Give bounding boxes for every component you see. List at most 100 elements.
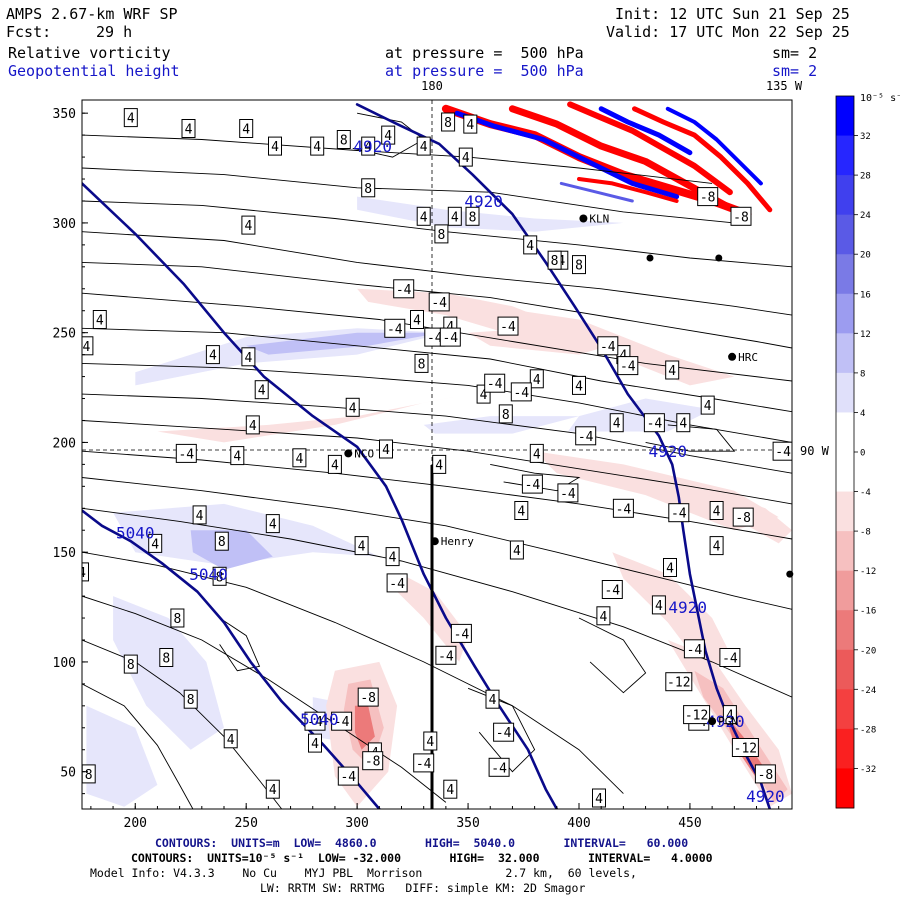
vorticity-label: 4 (709, 536, 724, 556)
label-box (643, 413, 665, 433)
label-box (379, 439, 393, 459)
colorbar-swatch (836, 96, 854, 137)
vorticity-label: -4 (719, 648, 741, 667)
vorticity-contour-line (219, 617, 261, 672)
colorbar-swatch (836, 293, 854, 334)
vorticity-label: 4 (379, 439, 393, 459)
label-box (601, 580, 623, 599)
label-text: -4 (560, 487, 576, 502)
vorticity-label: -4 (521, 474, 543, 494)
vorticity-region (113, 596, 224, 750)
vorticity-label: -4 (484, 373, 506, 393)
label-text: 4 (435, 458, 443, 473)
label-box (310, 136, 325, 156)
height-label: 4920 (353, 137, 392, 156)
vorticity-label: -8 (730, 206, 752, 226)
label-box (183, 689, 198, 709)
label-box (362, 751, 384, 771)
vorticity-label: 4 (596, 606, 611, 626)
vorticity-label: 8 (183, 689, 198, 709)
height-contour-info: CONTOURS: UNITS=m LOW= 4860.0 HIGH= 5040… (155, 836, 689, 850)
height-contour-5040 (82, 509, 381, 809)
vorticity-label: 4 (241, 347, 256, 367)
colorbar-swatch (836, 254, 854, 295)
label-box (336, 130, 351, 149)
height-label: 4920 (668, 598, 707, 617)
label-text: -4 (578, 430, 594, 445)
colorbar-tick-label: -4 (860, 488, 871, 498)
vorticity-label: 8 (434, 224, 449, 244)
vorticity-label: -4 (668, 503, 690, 523)
vorticity-label: 4 (241, 215, 256, 235)
label-box (385, 547, 400, 567)
label-box (463, 114, 478, 134)
label-box (597, 336, 619, 356)
label-box (357, 687, 379, 707)
vorticity-label: 4 (592, 788, 606, 808)
label-box (268, 136, 282, 156)
label-text: 8 (340, 134, 348, 149)
label-text: -4 (178, 447, 194, 462)
label-text: -8 (360, 691, 376, 706)
colorbar-tick-label: -28 (860, 725, 876, 735)
label-box (523, 235, 538, 255)
label-box (609, 413, 624, 433)
vorticity-label: -4 (497, 316, 519, 336)
vorticity-contour-line (82, 477, 792, 610)
label-text: 4 (713, 505, 721, 520)
vorticity-contour-line (82, 683, 194, 809)
height-label: 5040 (189, 565, 228, 584)
station-label: KLN (589, 213, 609, 226)
vorticity-label: 4 (663, 558, 677, 577)
vorticity-streak (632, 106, 773, 213)
vorticity-label: -12 (731, 738, 759, 757)
label-text: 4 (575, 379, 583, 394)
vorticity-label: 4 (205, 345, 220, 365)
vorticity-label: 4 (572, 375, 586, 395)
colorbar-title: 10⁻⁵ s⁻¹ (860, 93, 900, 104)
vorticity-label: -8 (732, 507, 754, 527)
height-label: 5040 (116, 523, 155, 542)
label-box (265, 514, 280, 534)
label-text: -4 (454, 627, 470, 642)
label-text: 4 (227, 733, 235, 748)
station-marker (344, 449, 353, 458)
label-box (529, 443, 544, 463)
label-box (393, 279, 415, 299)
label-text: -4 (600, 340, 616, 355)
label-box (547, 250, 562, 270)
vorticity-label: -8 (697, 187, 719, 207)
field-height-name: Geopotential height (8, 62, 180, 80)
station-label: NCO (354, 447, 374, 460)
label-text: 8 (216, 570, 224, 585)
vorticity-contour-line (82, 167, 735, 224)
label-text: 4 (331, 458, 339, 473)
label-text: -8 (700, 191, 716, 206)
vorticity-label: -4 (175, 443, 197, 463)
vorticity-streak (665, 106, 763, 186)
label-text: 4 (526, 239, 534, 254)
label-box (308, 733, 322, 753)
station-label: PGN (718, 715, 738, 728)
vorticity-contour-line (82, 231, 792, 316)
vorticity-label: -4 (384, 318, 406, 338)
vorticity-label: 4 (223, 729, 238, 749)
label-box (676, 413, 691, 433)
vorticity-label: 4 (410, 310, 424, 329)
label-box (719, 648, 741, 667)
label-box (416, 136, 431, 156)
label-box (410, 310, 424, 329)
x-tick-label: 250 (234, 816, 257, 831)
vorticity-label: 4 (423, 731, 438, 751)
label-text: 4 (655, 599, 663, 614)
label-box (337, 766, 359, 786)
label-text: 4 (185, 123, 193, 138)
label-text: 4 (209, 349, 217, 364)
label-box (485, 689, 500, 709)
plot-frame (81, 99, 793, 810)
vorticity-label: 4 (181, 119, 196, 138)
vorticity-streak (567, 101, 733, 196)
label-box (458, 147, 473, 167)
label-box (432, 454, 447, 474)
vorticity-streak (598, 106, 693, 156)
